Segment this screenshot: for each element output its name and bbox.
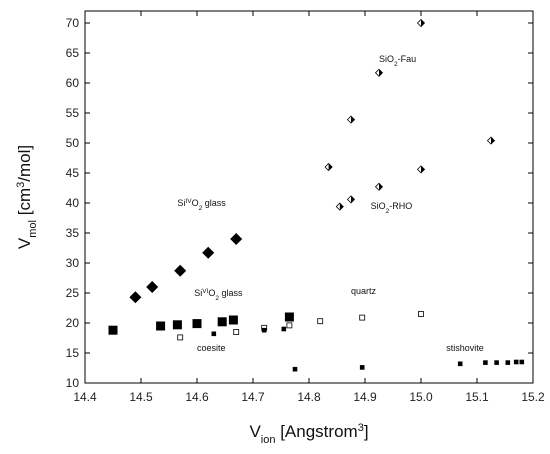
annotation-si4o2-glass: SiIVO2 glass [177,198,226,212]
half-diamond-point [374,182,384,191]
small-square-point [292,366,298,372]
y-tick-label: 50 [66,136,80,150]
filled-square-point [172,320,182,330]
filled-diamond-point [146,281,159,293]
half-diamond-point [374,68,384,77]
open-square-point [233,329,240,335]
y-tick-label: 25 [66,286,80,300]
axis-ticks: 14.4 14.5 14.6 14.7 14.8 14.9 15.0 15.1 15.2 10 15… [66,11,545,404]
open-square-point [286,322,293,329]
filled-square-point [228,315,238,325]
filled-square-point [108,325,118,335]
half-diamond-point [416,165,426,174]
small-square-point [519,359,525,365]
filled-square-point [156,321,166,331]
data-marks [108,18,525,372]
small-square-point [261,327,267,333]
x-axis-label: Vion [Angstrom3] [249,422,368,446]
x-tick-label: 14.4 [73,390,97,404]
x-tick-label: 14.9 [353,390,377,404]
plot-frame [84,10,534,384]
x-tick-label: 14.7 [241,390,265,404]
annotation-stishovite: stishovite [446,343,484,353]
half-diamond-point [486,136,496,145]
filled-square-point [284,312,294,322]
annotation-quartz: quartz [351,286,377,296]
open-square-point [359,314,366,321]
y-tick-label: 15 [66,346,80,360]
y-tick-label: 60 [66,76,80,90]
open-square-point [418,311,424,317]
x-tick-label: 15.0 [409,390,433,404]
x-tick-label: 14.6 [185,390,209,404]
small-square-point [505,360,511,365]
x-tick-label: 14.5 [129,390,153,404]
y-tick-label: 70 [66,16,80,30]
half-diamond-point [324,162,333,172]
small-square-point [494,360,499,365]
small-square-point [513,359,519,365]
half-diamond-point [346,195,356,204]
y-tick-label: 35 [66,226,80,240]
half-diamond-point [346,115,356,124]
x-tick-label: 15.1 [465,390,489,404]
filled-square-point [217,317,227,327]
y-tick-label: 20 [66,316,80,330]
filled-square-point [192,319,202,329]
open-square-point [177,334,184,341]
small-square-point [281,326,287,332]
open-square-point [317,318,324,325]
y-tick-label: 10 [66,376,80,390]
x-tick-label: 15.2 [521,390,545,404]
y-tick-label: 45 [66,166,80,180]
filled-diamond-point [230,233,243,245]
annotation-si6o2-glass: SiVIO2 glass [194,288,243,302]
annotation-sio2-rho: SiO2-RHO [371,201,413,215]
small-square-point [211,331,217,337]
small-square-point [457,361,463,367]
annotation-sio2-fau: SiO2-Fau [379,54,416,68]
small-square-point [359,365,365,370]
filled-diamond-point [202,246,215,259]
small-square-point [483,360,488,365]
half-diamond-point [335,202,344,211]
y-axis-label: Vmol [cm3/mol] [15,145,39,249]
filled-diamond-point [174,264,187,277]
x-tick-label: 14.8 [297,390,321,404]
half-diamond-point [416,18,426,28]
filled-diamond-point [129,291,142,304]
y-tick-label: 65 [66,46,80,60]
y-tick-label: 40 [66,196,80,210]
annotations: SiO2-Fau SiO2-RHO SiIVO2 glass SiVIO2 glass… [177,54,483,353]
y-tick-label: 55 [66,106,80,120]
annotation-coesite: coesite [197,343,226,353]
y-tick-label: 30 [66,256,80,270]
